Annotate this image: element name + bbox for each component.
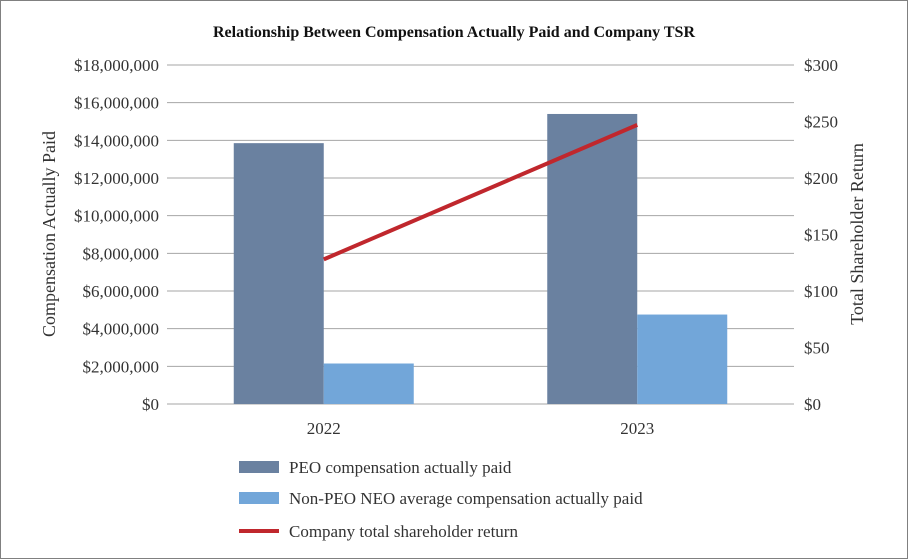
x-axis-ticks: 2022 2023: [307, 419, 655, 438]
left-tick-label: $16,000,000: [74, 94, 159, 113]
left-axis-ticks: $0 $2,000,000 $4,000,000 $6,000,000 $8,000,0…: [74, 56, 159, 414]
left-tick-label: $18,000,000: [74, 56, 159, 75]
left-tick-label: $8,000,000: [83, 244, 160, 263]
bars-layer: [233, 113, 728, 405]
bar-non-peo-2022: [323, 363, 414, 404]
legend-label: Non-PEO NEO average compensation actuall…: [289, 489, 643, 508]
legend: PEO compensation actually paid Non-PEO NE…: [239, 458, 643, 541]
left-tick-label: $0: [142, 395, 159, 414]
bar-peo-2023: [547, 113, 638, 404]
tsr-line: [322, 123, 639, 262]
bar-non-peo-2023: [637, 314, 728, 404]
right-tick-label: $200: [804, 169, 838, 188]
right-tick-label: $50: [804, 339, 830, 358]
right-tick-label: $100: [804, 282, 838, 301]
x-tick-label: 2023: [620, 419, 654, 438]
right-tick-label: $0: [804, 395, 821, 414]
right-tick-label: $150: [804, 226, 838, 245]
left-tick-label: $2,000,000: [83, 357, 160, 376]
left-axis-label: Compensation Actually Paid: [39, 131, 59, 337]
chart-title: Relationship Between Compensation Actual…: [213, 24, 695, 41]
legend-label: PEO compensation actually paid: [289, 458, 512, 477]
right-tick-label: $250: [804, 113, 838, 132]
x-tick-label: 2022: [307, 419, 341, 438]
legend-swatch: [239, 461, 279, 473]
bar-peo-2022: [233, 143, 324, 405]
left-tick-label: $10,000,000: [74, 207, 159, 226]
left-tick-label: $6,000,000: [83, 282, 160, 301]
right-tick-label: $300: [804, 56, 838, 75]
legend-label: Company total shareholder return: [289, 522, 518, 541]
left-tick-label: $12,000,000: [74, 169, 159, 188]
right-axis-label: Total Shareholder Return: [847, 143, 867, 325]
legend-swatch: [239, 492, 279, 504]
right-axis-ticks: $0 $50 $100 $150 $200 $250 $300: [804, 56, 838, 414]
left-tick-label: $4,000,000: [83, 320, 160, 339]
left-tick-label: $14,000,000: [74, 131, 159, 150]
line-layer: [322, 123, 639, 262]
